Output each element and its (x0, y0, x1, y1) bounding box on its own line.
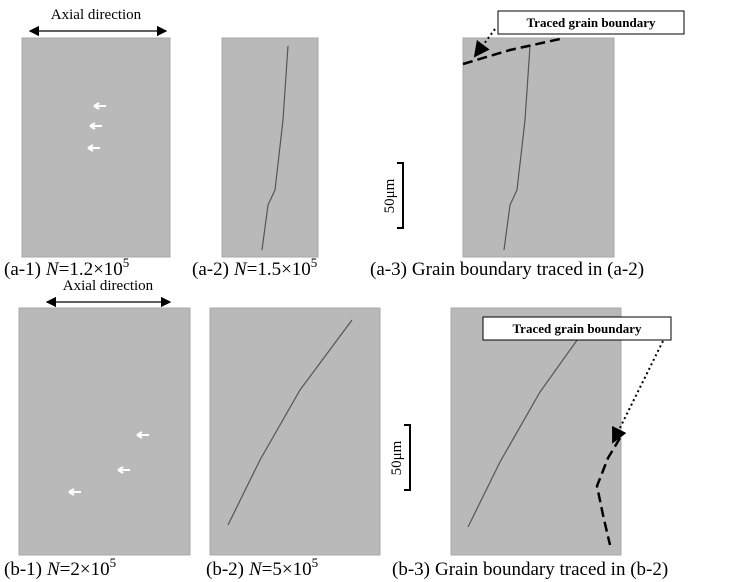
micrograph (463, 38, 614, 257)
caption-label: (b-1) (4, 559, 42, 580)
micrograph (19, 308, 190, 555)
caption: (a-1)N=1.2×105 (4, 255, 129, 280)
axis-label: Axial direction (51, 7, 142, 23)
caption-label: (a-2) (192, 259, 229, 280)
caption-label: (a-3) (370, 259, 407, 280)
micrograph (451, 308, 621, 555)
caption: (b-3)Grain boundary traced in (b-2) (392, 559, 668, 580)
caption: (a-2)N=1.5×105 (192, 255, 317, 280)
caption-label: (a-1) (4, 259, 41, 280)
micrograph (222, 38, 318, 257)
caption-text: =5×10 (262, 559, 312, 580)
caption-text: =1.5×10 (247, 259, 311, 280)
scale-label: 50μm (382, 178, 398, 213)
caption-text: =2×10 (60, 559, 110, 580)
caption-exponent: 5 (311, 255, 318, 270)
trace-label: Traced grain boundary (512, 321, 642, 336)
caption-exponent: 5 (110, 555, 117, 570)
figure: Axial direction Traced grain boundary 50… (0, 0, 754, 582)
caption: (a-3)Grain boundary traced in (a-2) (370, 259, 644, 280)
caption-label: (b-2) (206, 559, 244, 580)
caption: (b-1)N=2×105 (4, 555, 116, 580)
trace-label: Traced grain boundary (526, 15, 656, 30)
caption: (b-2)N=5×105 (206, 555, 318, 580)
caption-exponent: 5 (312, 555, 319, 570)
axis-label: Axial direction (63, 278, 154, 294)
caption-text: Grain boundary traced in (a-2) (412, 259, 644, 280)
caption-text: =1.2×10 (59, 259, 123, 280)
caption-text: Grain boundary traced in (b-2) (435, 559, 668, 580)
scale-label: 50μm (389, 440, 405, 475)
caption-label: (b-3) (392, 559, 430, 580)
caption-exponent: 5 (123, 255, 130, 270)
micrograph (210, 308, 380, 555)
